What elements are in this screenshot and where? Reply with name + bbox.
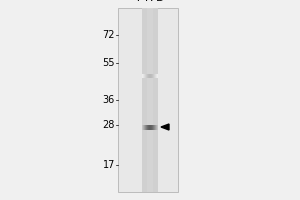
FancyBboxPatch shape bbox=[147, 8, 153, 192]
Text: 28: 28 bbox=[103, 120, 115, 130]
FancyBboxPatch shape bbox=[118, 8, 178, 192]
Text: 72: 72 bbox=[103, 30, 115, 40]
Text: 55: 55 bbox=[103, 58, 115, 68]
Text: 17: 17 bbox=[103, 160, 115, 170]
FancyBboxPatch shape bbox=[142, 8, 158, 192]
Text: 36: 36 bbox=[103, 95, 115, 105]
Text: T47D: T47D bbox=[135, 0, 165, 3]
Polygon shape bbox=[161, 124, 169, 130]
